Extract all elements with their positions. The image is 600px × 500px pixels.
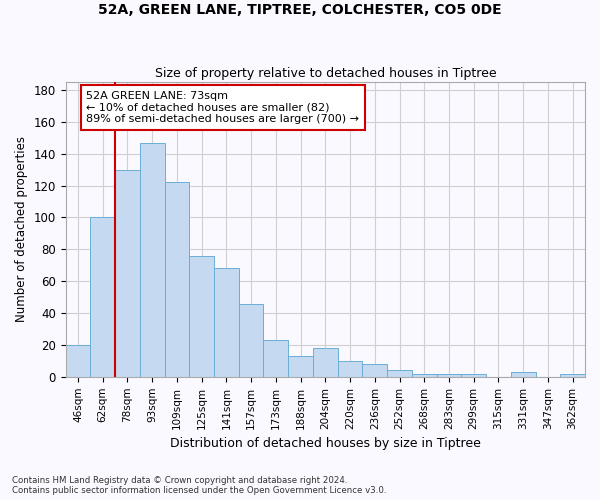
Bar [461, 374, 486, 377]
Bar [338, 361, 362, 377]
Bar [511, 372, 536, 377]
Bar [412, 374, 437, 377]
Bar [65, 345, 91, 377]
Bar [560, 374, 585, 377]
Text: 52A, GREEN LANE, TIPTREE, COLCHESTER, CO5 0DE: 52A, GREEN LANE, TIPTREE, COLCHESTER, CO… [98, 2, 502, 16]
Y-axis label: Number of detached properties: Number of detached properties [15, 136, 28, 322]
Bar [140, 142, 164, 377]
Bar [437, 374, 461, 377]
Bar [239, 304, 263, 377]
Bar [214, 268, 239, 377]
Bar [115, 170, 140, 377]
Text: 52A GREEN LANE: 73sqm
← 10% of detached houses are smaller (82)
89% of semi-deta: 52A GREEN LANE: 73sqm ← 10% of detached … [86, 91, 359, 124]
Bar [263, 340, 288, 377]
Title: Size of property relative to detached houses in Tiptree: Size of property relative to detached ho… [155, 66, 496, 80]
Bar [313, 348, 338, 377]
Bar [362, 364, 387, 377]
Bar [164, 182, 190, 377]
Bar [91, 218, 115, 377]
Bar [190, 256, 214, 377]
Bar [288, 356, 313, 377]
Text: Contains HM Land Registry data © Crown copyright and database right 2024.
Contai: Contains HM Land Registry data © Crown c… [12, 476, 386, 495]
X-axis label: Distribution of detached houses by size in Tiptree: Distribution of detached houses by size … [170, 437, 481, 450]
Bar [387, 370, 412, 377]
